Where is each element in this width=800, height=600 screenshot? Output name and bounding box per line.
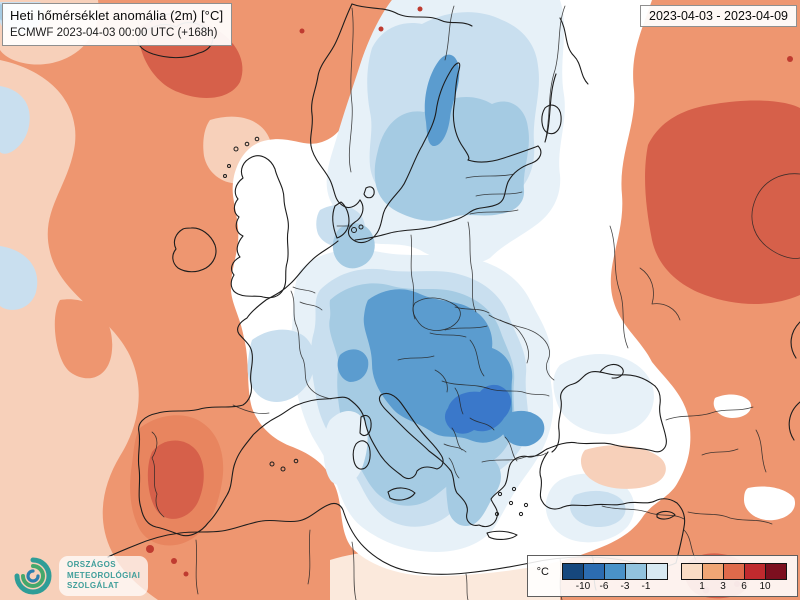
legend-cold-bar: -10 -6 -3 -1: [562, 563, 668, 593]
peach-turkey-patch: [580, 445, 666, 489]
turkey-west-south-coast: [539, 451, 686, 564]
legend-tick: 10: [759, 581, 771, 592]
white-syria-patch: [744, 486, 796, 521]
legend-swatch: [584, 564, 605, 579]
south-scandinavia-coast: [347, 199, 388, 244]
legend-swatch: [605, 564, 626, 579]
legend-tick: -10: [575, 581, 591, 592]
pale-black-sea: [553, 354, 654, 435]
legend-tick: 6: [741, 581, 747, 592]
legend-swatch: [626, 564, 647, 579]
legend-swatch: [563, 564, 584, 579]
strong-alps-spot: [337, 349, 369, 382]
legend-swatch: [682, 564, 703, 579]
medium-sweden-finland: [374, 97, 529, 221]
sardinia-coast: [352, 440, 371, 470]
caspian-coast: [788, 321, 800, 441]
finland-south-coast: [467, 145, 539, 163]
sicily-coast: [387, 487, 416, 501]
lake-ladoga: [541, 104, 562, 135]
orange-leaf-midleft: [54, 299, 113, 379]
black-sea-south-coast: [546, 385, 667, 453]
cyprus-coast: [656, 510, 676, 520]
logo-line-2: METEOROLÓGIAI: [67, 570, 141, 580]
warm-strong-regions: [130, 17, 800, 599]
legend-swatch: [703, 564, 724, 579]
italy-coast: [348, 392, 444, 480]
white-russia-hole: [713, 394, 752, 418]
strong-bothnia: [424, 54, 460, 147]
corsica-coast: [359, 414, 372, 436]
logo-line-1: ORSZÁGOS: [67, 560, 116, 570]
sea-of-azov: [599, 363, 624, 379]
sweden-east-coast: [386, 111, 437, 207]
medium-greece: [446, 453, 501, 527]
continental-west-coast: [137, 240, 350, 537]
map-title-box: Heti hőmérséklet anomália (2m) [°C] ECMW…: [2, 3, 233, 47]
cool-patch-west1: [0, 86, 30, 154]
dark-bosnia-serbia-core: [444, 384, 512, 434]
denmark-coast: [332, 201, 350, 239]
norway-top-coast: [351, 3, 473, 27]
coastlines: [107, 3, 800, 591]
date-range-box: 2023-04-03 - 2023-04-09: [640, 5, 797, 27]
warm-spain-core: [147, 440, 204, 519]
color-scale-legend: °C -10 -6 -3 -1 1 3 6 10: [526, 555, 798, 597]
adriatic-balkan-coast: [378, 394, 548, 528]
omsz-logo: ORSZÁGOS METEOROLÓGIAI SZOLGÁLAT: [13, 556, 149, 596]
country-borders: [151, 5, 800, 600]
norway-west-coast: [310, 3, 361, 209]
legend-swatch: [724, 564, 745, 579]
legend-warm-bar: 1 3 6 10: [681, 563, 787, 593]
warm-right-edge-streak: [766, 130, 800, 264]
legend-tick: 1: [699, 581, 705, 592]
warm-russia-blob: [645, 100, 800, 305]
lake-vanern: [363, 186, 375, 199]
legend-tick: -3: [620, 581, 630, 592]
omsz-logo-text: ORSZÁGOS METEOROLÓGIAI SZOLGÁLAT: [59, 556, 149, 596]
legend-tick: -6: [599, 581, 609, 592]
legend-swatch: [745, 564, 766, 579]
white-sea-coast: [559, 17, 589, 85]
cool-dark-core: [444, 384, 512, 434]
crete-coast: [486, 530, 518, 540]
logo-line-3: SZOLGÁLAT: [67, 581, 119, 591]
cool-patch-west2: [0, 246, 38, 310]
legend-swatch: [647, 564, 667, 579]
gulf-of-bothnia-coast: [435, 62, 470, 161]
legend-tick: -1: [641, 581, 651, 592]
great-britain-coast: [230, 155, 289, 299]
legend-unit-label: °C: [536, 566, 549, 578]
light-cyprus-south: [570, 490, 626, 528]
ireland-coast: [172, 227, 217, 273]
legend-tick: 3: [720, 581, 726, 592]
strong-east-bulgaria: [502, 410, 545, 447]
date-range-label: 2023-04-03 - 2023-04-09: [649, 9, 788, 23]
light-france-east: [247, 329, 315, 402]
medium-italy-band: [359, 399, 432, 487]
map-title: Heti hőmérséklet anomália (2m) [°C]: [10, 8, 224, 23]
legend-swatch: [766, 564, 786, 579]
baltic-east-coast: [354, 145, 542, 241]
model-run-line: ECMWF 2023-04-03 00:00 UTC (+168h): [10, 27, 218, 40]
spiral-logo-icon: [14, 557, 52, 595]
